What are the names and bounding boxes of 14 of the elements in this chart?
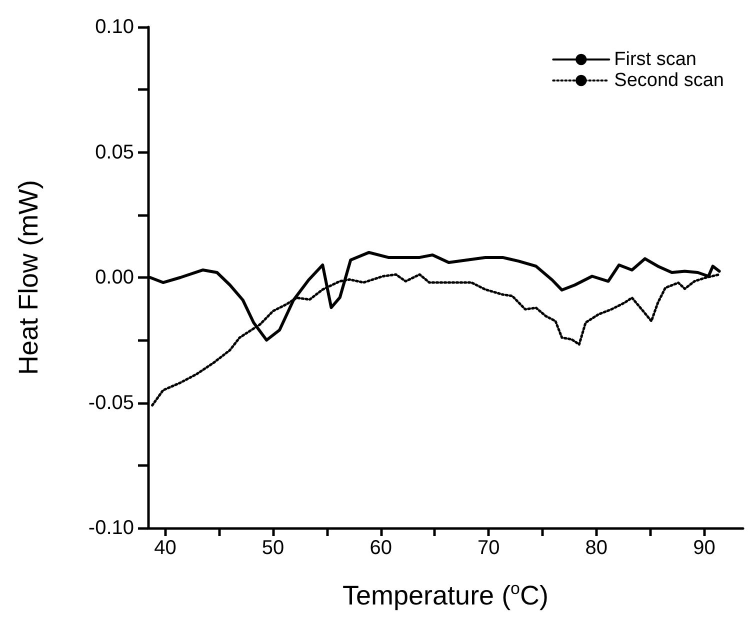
x-tick-label: 80 <box>585 537 608 559</box>
x-tick-label: 70 <box>477 537 500 559</box>
y-tick-label: 0.05 <box>95 141 134 164</box>
x-tick-label: 60 <box>370 537 392 559</box>
legend-label: Second scan <box>614 70 724 91</box>
y-tick-label: -0.10 <box>88 517 134 539</box>
legend-label: First scan <box>614 49 697 70</box>
y-tick-label: 0.00 <box>95 266 134 288</box>
x-tick-label: 50 <box>262 537 284 559</box>
x-tick-label: 40 <box>154 537 176 559</box>
y-tick-label: 0.10 <box>95 16 134 38</box>
x-tick-label: 90 <box>693 537 716 559</box>
y-tick-label: -0.05 <box>88 392 134 414</box>
y-axis-title: Heat Flow (mW) <box>14 180 44 375</box>
